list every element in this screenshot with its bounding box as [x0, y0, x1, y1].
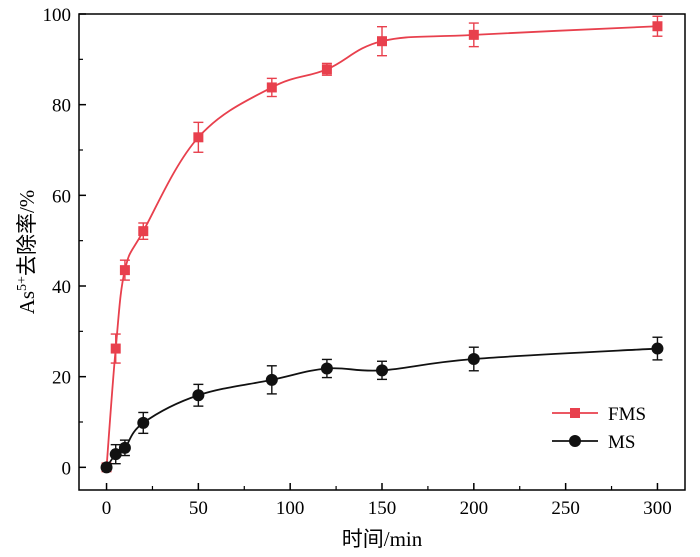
x-axis: 0 50 100 150 200 250 300 [102, 483, 672, 519]
y-axis-title-superscript: 5+ [15, 276, 30, 291]
series-layer [100, 15, 664, 474]
data-point-ms [118, 441, 131, 454]
legend-marker-ms [569, 435, 581, 447]
y-tick-label: 80 [52, 96, 71, 117]
data-point-ms [320, 362, 333, 375]
data-point-fms [321, 64, 332, 75]
y-tick-label: 0 [62, 458, 72, 479]
series-fms [101, 15, 663, 473]
x-tick-label: 250 [551, 498, 580, 519]
data-point-ms [137, 416, 150, 429]
y-axis-title: As5+去除率/% [15, 190, 39, 315]
legend-label-ms: MS [608, 432, 635, 453]
data-point-fms [193, 132, 204, 143]
y-axis-title-base: As [15, 291, 39, 314]
data-point-ms [192, 389, 205, 402]
data-point-fms [377, 36, 387, 47]
y-tick-label: 60 [52, 186, 71, 207]
legend-marker-fms [570, 408, 580, 418]
series-ms [100, 336, 664, 474]
series-line-fms [105, 25, 658, 468]
x-tick-label: 100 [276, 498, 305, 519]
x-tick-label: 50 [189, 498, 208, 519]
legend: FMS MS [552, 404, 646, 453]
legend-label-fms: FMS [608, 404, 646, 425]
x-tick-label: 300 [643, 498, 672, 519]
data-point-fms [110, 343, 121, 354]
data-point-fms [138, 226, 149, 237]
data-point-ms [376, 364, 388, 377]
y-axis-title-rest: 去除率/% [15, 190, 39, 276]
y-tick-label: 100 [43, 5, 72, 26]
data-point-fms [652, 21, 663, 32]
data-point-fms [266, 82, 277, 93]
data-point-ms [109, 448, 122, 461]
x-axis-title: 时间/min [342, 527, 423, 551]
y-tick-label: 40 [52, 277, 71, 298]
y-tick-label: 20 [52, 368, 71, 389]
y-axis: 0 20 40 60 80 100 [43, 5, 86, 479]
data-point-ms [265, 373, 278, 386]
x-tick-label: 0 [102, 498, 112, 519]
x-tick-label: 150 [368, 498, 397, 519]
data-point-fms [468, 29, 479, 40]
data-point-ms [100, 461, 113, 474]
data-point-fms [119, 265, 130, 276]
data-point-ms [651, 342, 664, 355]
x-tick-label: 200 [460, 498, 489, 519]
data-point-ms [467, 352, 480, 365]
plot-frame [78, 13, 686, 491]
